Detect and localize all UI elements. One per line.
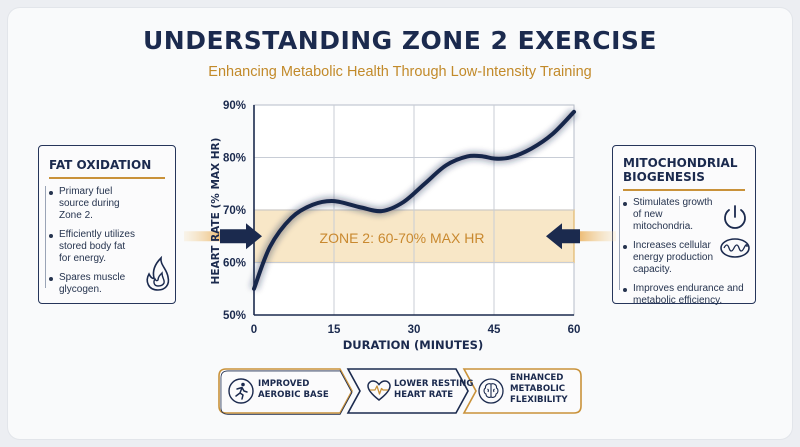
list-item: Stimulates growth of new mitochondria. xyxy=(623,197,717,233)
fat-oxidation-list: Primary fuel source during Zone 2. Effic… xyxy=(49,186,135,303)
mitochondrial-list: Stimulates growth of new mitochondria. I… xyxy=(623,197,751,314)
arrow-left-tail xyxy=(184,231,228,242)
arrow-left-icon xyxy=(546,223,580,250)
panel-divider xyxy=(45,186,46,288)
x-tick-label: 0 xyxy=(251,324,257,336)
power-icon xyxy=(724,205,746,229)
page-subtitle: Enhancing Metabolic Health Through Low-I… xyxy=(208,64,592,80)
flame-icon xyxy=(146,255,170,291)
y-tick-label: 80% xyxy=(223,153,246,165)
zone-band-label: ZONE 2: 60-70% MAX HR xyxy=(320,230,485,246)
arrow-right-tail xyxy=(572,231,616,242)
benefits-frame xyxy=(218,368,582,415)
list-item: Improves endurance and metabolic efficie… xyxy=(623,283,751,307)
page-title: UNDERSTANDING ZONE 2 EXERCISE xyxy=(143,26,657,55)
list-item: Efficiently utilizes stored body fat for… xyxy=(49,229,135,265)
benefit-metabolic-flexibility: ENHANCED METABOLIC FLEXIBILITY xyxy=(510,373,568,405)
y-tick-label: 70% xyxy=(223,205,246,217)
series-line xyxy=(252,109,576,291)
y-tick-label: 90% xyxy=(223,100,246,112)
x-tick-label: 45 xyxy=(488,324,501,336)
x-tick-label: 15 xyxy=(328,324,341,336)
y-tick-label: 60% xyxy=(223,258,246,270)
benefits-bar: IMPROVED AEROBIC BASE LOWER RESTING HEAR… xyxy=(216,366,584,416)
benefit-aerobic-base: IMPROVED AEROBIC BASE xyxy=(258,379,329,400)
fat-oxidation-title: FAT OXIDATION xyxy=(49,158,152,172)
mitochondrial-panel: MITOCHONDRIAL BIOGENESIS Stimulates grow… xyxy=(612,145,756,306)
runner-icon xyxy=(228,378,254,404)
panel-rule xyxy=(49,177,165,179)
panel-rule xyxy=(623,189,745,191)
x-axis-label: DURATION (MINUTES) xyxy=(343,338,483,352)
y-axis-label: HEART RATE (% MAX HR) xyxy=(210,138,222,285)
x-tick-label: 60 xyxy=(568,324,581,336)
list-item: Spares muscle glycogen. xyxy=(49,272,135,296)
arrow-right-icon xyxy=(220,223,262,250)
mitochondria-icon xyxy=(720,238,750,258)
fat-oxidation-panel: FAT OXIDATION Primary fuel source during… xyxy=(38,145,176,304)
list-item: Primary fuel source during Zone 2. xyxy=(49,186,135,222)
list-item: Increases cellular energy production cap… xyxy=(623,240,717,276)
panel-divider xyxy=(619,196,620,290)
heart-rate-icon xyxy=(367,380,391,401)
x-tick-label: 30 xyxy=(408,324,421,336)
benefit-resting-heart-rate: LOWER RESTING HEART RATE xyxy=(394,379,474,400)
y-tick-label: 50% xyxy=(223,310,246,322)
mitochondrial-title: MITOCHONDRIAL BIOGENESIS xyxy=(623,156,738,184)
brain-icon xyxy=(478,378,504,404)
